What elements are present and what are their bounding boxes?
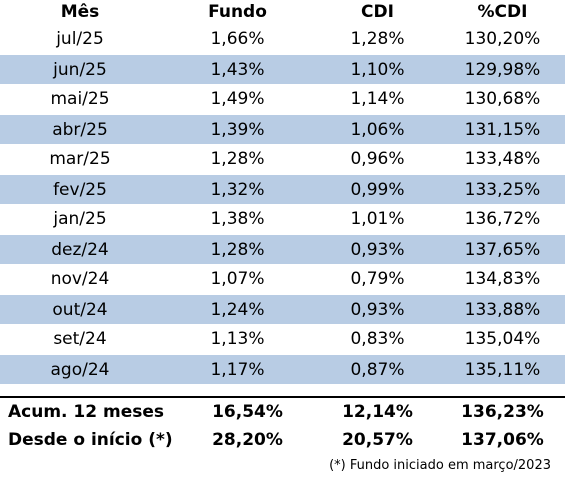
month-cell: set/24	[53, 329, 107, 349]
summary-row: Acum. 12 meses 16,54% 12,14% 136,23%	[0, 398, 565, 426]
month-cell: abr/25	[0, 114, 160, 144]
fundo-cell: 1,32%	[160, 174, 315, 204]
fundo-cell: 1,07%	[210, 269, 265, 289]
header-pct-cdi: %CDI	[477, 2, 528, 22]
table-row: jun/25 1,43% 1,10% 129,98%	[0, 54, 565, 84]
returns-table: Mês Fundo CDI %CDI jul/25 1,66% 1,28% 130,2…	[0, 0, 565, 384]
table-row: mai/25 1,49% 1,14% 130,68%	[0, 84, 565, 114]
month-cell: dez/24	[0, 234, 160, 264]
cdi-cell: 1,01%	[350, 209, 405, 229]
month-cell: fev/25	[0, 174, 160, 204]
pct-cdi-cell: 136,72%	[464, 209, 541, 229]
pct-cdi-cell: 130,68%	[464, 89, 541, 109]
table-row: ago/24 1,17% 0,87% 135,11%	[0, 354, 565, 384]
month-cell: mar/25	[49, 149, 111, 169]
table-header: Mês Fundo CDI %CDI	[0, 0, 565, 24]
pct-cdi-cell: 135,04%	[464, 329, 541, 349]
pct-cdi-cell: 131,15%	[440, 114, 565, 144]
month-cell: jun/25	[0, 54, 160, 84]
table-row: fev/25 1,32% 0,99% 133,25%	[0, 174, 565, 204]
pct-cdi-cell: 133,25%	[440, 174, 565, 204]
table-row: set/24 1,13% 0,83% 135,04%	[0, 324, 565, 354]
fundo-cell: 1,28%	[210, 149, 265, 169]
table-row: dez/24 1,28% 0,93% 137,65%	[0, 234, 565, 264]
month-cell: mai/25	[50, 89, 110, 109]
table-row: mar/25 1,28% 0,96% 133,48%	[0, 144, 565, 174]
footnote: (*) Fundo iniciado em março/2023	[329, 458, 551, 473]
pct-cdi-cell: 134,83%	[464, 269, 541, 289]
summary-label: Acum. 12 meses	[8, 402, 165, 422]
summary-fundo: 16,54%	[212, 402, 283, 422]
pct-cdi-cell: 133,48%	[464, 149, 541, 169]
summary-cdi: 12,14%	[342, 402, 413, 422]
summary-section: Acum. 12 meses 16,54% 12,14% 136,23% Desde o…	[0, 396, 565, 454]
summary-row: Desde o início (*) 28,20% 20,57% 137,06%	[0, 426, 565, 454]
cdi-cell: 0,93%	[315, 234, 440, 264]
fundo-cell: 1,49%	[210, 89, 265, 109]
cdi-cell: 0,79%	[350, 269, 405, 289]
month-cell: out/24	[0, 294, 160, 324]
cdi-cell: 1,06%	[315, 114, 440, 144]
table-row: jan/25 1,38% 1,01% 136,72%	[0, 204, 565, 234]
fundo-cell: 1,66%	[210, 29, 265, 49]
cdi-cell: 1,14%	[350, 89, 405, 109]
summary-label: Desde o início (*)	[8, 430, 173, 450]
pct-cdi-cell: 130,20%	[464, 29, 541, 49]
pct-cdi-cell: 133,88%	[440, 294, 565, 324]
fundo-cell: 1,13%	[210, 329, 265, 349]
cdi-cell: 0,87%	[315, 354, 440, 384]
table-row: out/24 1,24% 0,93% 133,88%	[0, 294, 565, 324]
cdi-cell: 0,83%	[350, 329, 405, 349]
fundo-cell: 1,39%	[160, 114, 315, 144]
pct-cdi-cell: 137,65%	[440, 234, 565, 264]
month-cell: nov/24	[50, 269, 110, 289]
cdi-cell: 1,10%	[315, 54, 440, 84]
fundo-cell: 1,38%	[210, 209, 265, 229]
fundo-cell: 1,24%	[160, 294, 315, 324]
summary-pct-cdi: 136,23%	[461, 402, 544, 422]
month-cell: jul/25	[56, 29, 104, 49]
pct-cdi-cell: 129,98%	[440, 54, 565, 84]
summary-fundo: 28,20%	[212, 430, 283, 450]
fundo-cell: 1,43%	[160, 54, 315, 84]
header-fundo: Fundo	[208, 2, 267, 22]
fundo-cell: 1,17%	[160, 354, 315, 384]
header-cdi: CDI	[361, 2, 394, 22]
table-body: jul/25 1,66% 1,28% 130,20% jun/25 1,43% 1,10% 1…	[0, 24, 565, 384]
cdi-cell: 0,96%	[350, 149, 405, 169]
header-month: Mês	[60, 2, 100, 22]
table-row: abr/25 1,39% 1,06% 131,15%	[0, 114, 565, 144]
table-row: nov/24 1,07% 0,79% 134,83%	[0, 264, 565, 294]
table-row: jul/25 1,66% 1,28% 130,20%	[0, 24, 565, 54]
cdi-cell: 0,99%	[315, 174, 440, 204]
summary-pct-cdi: 137,06%	[461, 430, 544, 450]
month-cell: jan/25	[53, 209, 107, 229]
cdi-cell: 1,28%	[350, 29, 405, 49]
month-cell: ago/24	[0, 354, 160, 384]
summary-cdi: 20,57%	[342, 430, 413, 450]
pct-cdi-cell: 135,11%	[440, 354, 565, 384]
fundo-cell: 1,28%	[160, 234, 315, 264]
cdi-cell: 0,93%	[315, 294, 440, 324]
